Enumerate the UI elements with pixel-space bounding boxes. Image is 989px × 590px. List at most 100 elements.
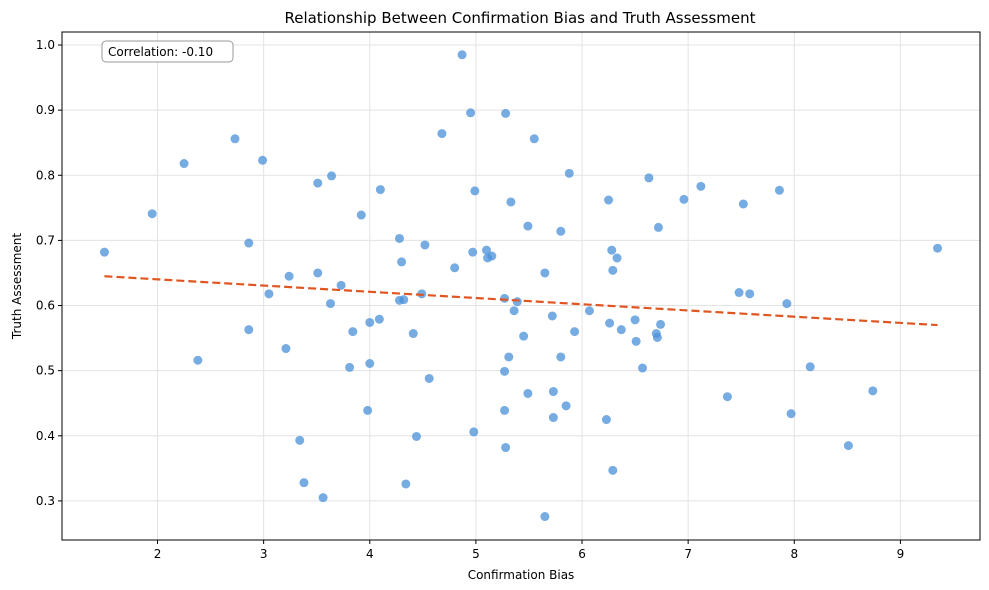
data-point xyxy=(457,50,467,60)
data-point xyxy=(281,344,291,354)
data-point xyxy=(470,186,480,196)
y-tick-label: 0.9 xyxy=(36,103,55,117)
data-point xyxy=(523,221,533,231)
data-point xyxy=(264,289,274,299)
data-point xyxy=(529,134,539,144)
data-point xyxy=(506,197,516,207)
data-point xyxy=(487,251,497,261)
data-point xyxy=(604,195,614,205)
data-point xyxy=(230,134,240,144)
data-point xyxy=(652,332,662,342)
data-point xyxy=(450,263,460,273)
data-point xyxy=(868,386,878,396)
data-point xyxy=(399,295,409,305)
data-point xyxy=(147,209,157,219)
x-tick-label: 9 xyxy=(897,547,905,561)
data-point xyxy=(638,363,648,373)
data-point xyxy=(469,427,479,437)
x-tick-label: 2 xyxy=(154,547,162,561)
data-point xyxy=(608,465,618,475)
data-point xyxy=(548,387,558,397)
data-point xyxy=(540,512,550,522)
data-point xyxy=(656,319,666,329)
data-point xyxy=(570,327,580,337)
data-points xyxy=(99,50,943,522)
y-tick-label: 0.5 xyxy=(36,364,55,378)
data-point xyxy=(327,171,337,181)
data-point xyxy=(318,493,328,503)
data-point xyxy=(336,280,346,290)
x-tick-label: 3 xyxy=(260,547,268,561)
data-point xyxy=(631,336,641,346)
data-point xyxy=(843,441,853,451)
chart-title: Relationship Between Confirmation Bias a… xyxy=(284,9,755,27)
correlation-box xyxy=(101,40,234,63)
data-point xyxy=(348,327,358,337)
data-point xyxy=(556,226,566,236)
data-point xyxy=(193,355,203,365)
grid xyxy=(62,32,980,540)
data-point xyxy=(258,155,268,165)
data-point xyxy=(512,297,522,307)
x-tick-label: 7 xyxy=(684,547,692,561)
data-point xyxy=(411,431,421,441)
data-point xyxy=(345,362,355,372)
data-point xyxy=(179,159,189,169)
data-point xyxy=(326,299,336,309)
data-point xyxy=(500,405,510,415)
data-point xyxy=(933,243,943,253)
data-point xyxy=(356,210,366,220)
data-point xyxy=(653,222,663,232)
data-point xyxy=(244,325,254,335)
data-point xyxy=(501,108,511,118)
trend-line xyxy=(104,275,938,327)
data-point xyxy=(365,359,375,369)
data-point xyxy=(424,373,434,383)
data-point xyxy=(616,325,626,335)
data-point xyxy=(501,443,511,453)
data-point xyxy=(394,233,404,243)
data-point xyxy=(782,299,792,309)
data-point xyxy=(605,318,615,328)
data-point xyxy=(468,247,478,257)
x-tick-label: 8 xyxy=(790,547,798,561)
y-axis-ticks: 0.3 0.4 0.5 0.6 0.7 0.8 0.9 1.0 xyxy=(36,38,62,508)
data-point xyxy=(375,185,385,195)
data-point xyxy=(745,289,755,299)
data-point xyxy=(401,479,411,489)
data-point xyxy=(466,108,476,118)
data-point xyxy=(504,352,514,362)
x-axis-ticks: 2 3 4 5 6 7 8 9 xyxy=(154,540,905,561)
x-axis-label: Confirmation Bias xyxy=(468,568,575,582)
y-tick-label: 0.3 xyxy=(36,494,55,508)
y-tick-label: 0.8 xyxy=(36,168,55,182)
data-point xyxy=(437,129,447,139)
data-point xyxy=(313,178,323,188)
x-tick-label: 4 xyxy=(366,547,374,561)
data-point xyxy=(523,388,533,398)
data-point xyxy=(519,331,529,341)
data-point xyxy=(601,415,611,425)
data-point xyxy=(295,435,305,445)
data-point xyxy=(738,199,748,209)
data-point xyxy=(607,245,617,255)
data-point xyxy=(500,293,510,303)
data-point xyxy=(608,265,618,275)
data-point xyxy=(696,181,706,191)
plot-frame xyxy=(61,31,981,541)
data-point xyxy=(786,409,796,419)
data-point xyxy=(500,366,510,376)
y-tick-label: 0.6 xyxy=(36,299,55,313)
data-point xyxy=(679,194,689,204)
data-point xyxy=(313,268,323,278)
data-point xyxy=(564,168,574,178)
data-point xyxy=(299,478,309,488)
data-point xyxy=(734,288,744,298)
data-point xyxy=(408,329,418,339)
y-tick-label: 1.0 xyxy=(36,38,55,52)
data-point xyxy=(547,311,557,321)
data-point xyxy=(374,314,384,324)
data-point xyxy=(561,401,571,411)
